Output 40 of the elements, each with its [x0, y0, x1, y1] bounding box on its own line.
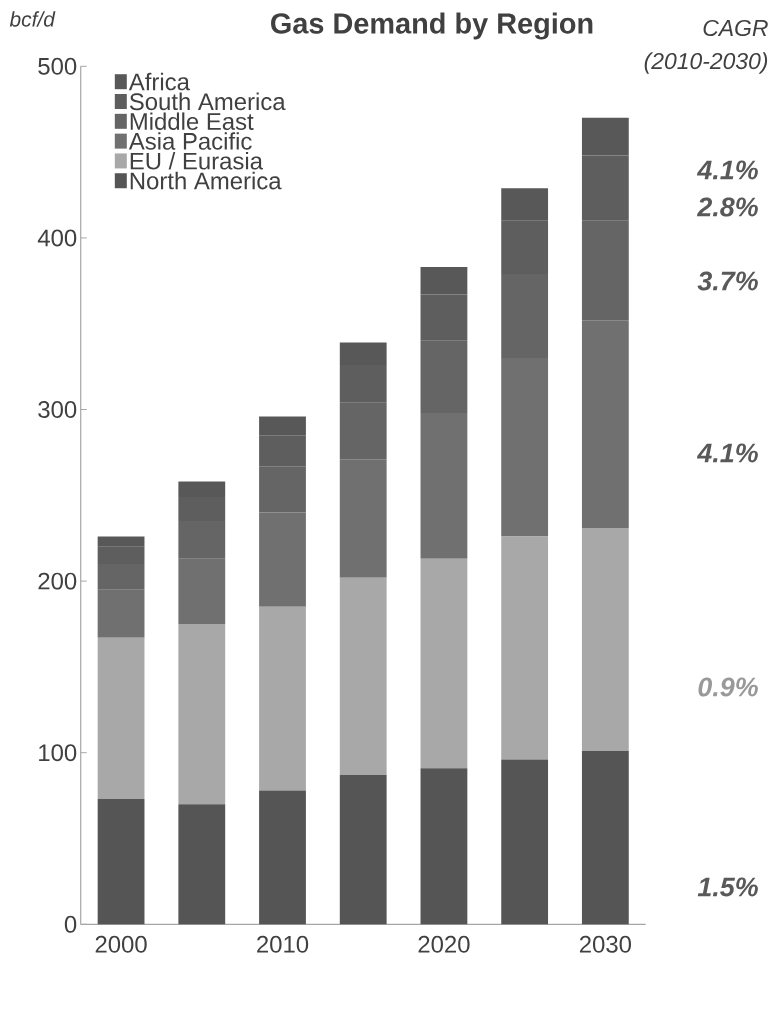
y-tick-label: 0 — [64, 915, 77, 933]
text: 2.8% — [696, 197, 758, 217]
bar — [420, 558, 468, 769]
legend-label: Asia Pacific — [128, 132, 252, 150]
y-tick-label: 100 — [39, 744, 77, 762]
bar — [501, 759, 549, 925]
x-tick-label: 2010 — [257, 935, 309, 953]
bar — [97, 637, 145, 800]
legend-label: Africa — [128, 72, 190, 91]
text: 4.1% — [696, 160, 758, 180]
text: 1.5% — [697, 877, 758, 897]
bar — [581, 751, 629, 925]
y-tick-label: 500 — [38, 57, 77, 75]
bar — [178, 624, 226, 805]
text: 4.1% — [696, 443, 758, 463]
y-axis-title: bcf/d — [9, 11, 56, 27]
legend-label: South America — [129, 92, 286, 111]
legend-label: EU / Eurasia — [130, 152, 263, 170]
bar — [97, 799, 145, 925]
bar — [581, 527, 629, 751]
bar — [420, 768, 468, 925]
bar — [339, 577, 387, 776]
chart-title: Gas Demand by Region — [271, 12, 593, 40]
text: 0.9% — [698, 677, 758, 697]
x-tick-label: 2020 — [418, 935, 470, 953]
x-tick-label: 2000 — [95, 935, 147, 953]
y-tick-label: 400 — [37, 229, 77, 247]
x-tick-label: 2030 — [579, 935, 631, 953]
bar — [339, 775, 387, 925]
legend-label: North America — [130, 171, 282, 190]
y-tick-label: 300 — [38, 401, 77, 418]
bar — [178, 804, 226, 925]
y-tick-label: 200 — [38, 572, 77, 590]
annotation: (2010-2030) — [644, 52, 768, 74]
text: 3.7% — [697, 271, 758, 291]
legend-label: Middle East — [130, 112, 254, 130]
bar — [259, 790, 306, 925]
bar — [501, 536, 549, 760]
bar — [259, 606, 306, 791]
text: CAGR — [703, 19, 768, 37]
